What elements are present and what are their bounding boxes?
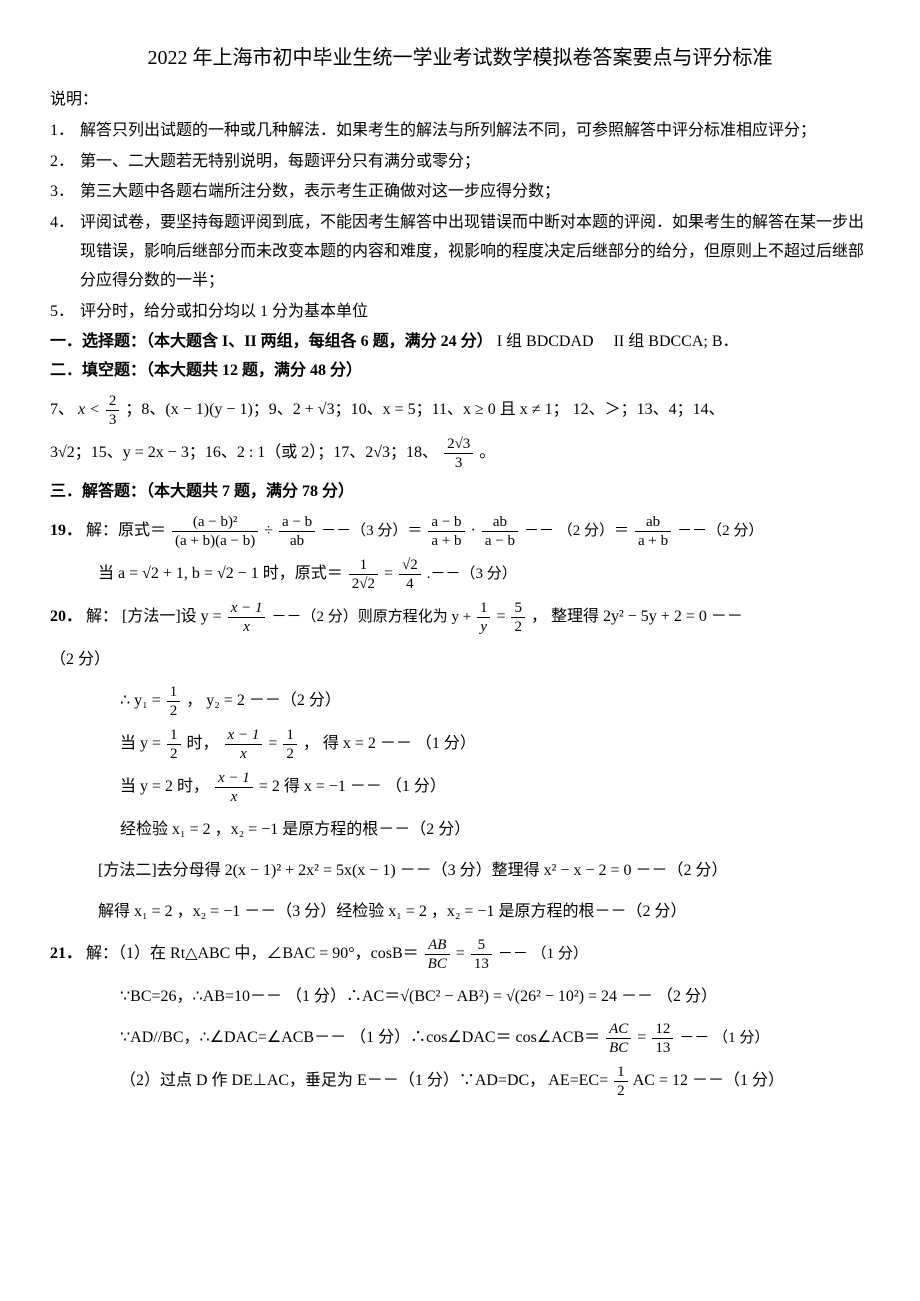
instr-5: 5．评分时，给分或扣分均以 1 分为基本单位 [50,298,870,327]
q20-m1-l4: 当 y = 2 时， x − 1x = 2 得 x = −1 －－ （1 分） [120,769,870,806]
section-3-head: 三．解答题：（本大题共 7 题，满分 78 分） [50,478,870,507]
section-2-head: 二．填空题：（本大题共 12 题，满分 48 分） [50,357,870,386]
q21-l2: ∵BC=26，∴AB=10－－ （1 分）∴AC＝√(BC² − AB²) = … [120,979,870,1014]
instr-4: 4．评阅试卷，要坚持每题评阅到底，不能因考生解答中出现错误而中断对本题的评阅．如… [50,209,870,295]
q20-m1-l5: 经检验 x₁ = 2 ，x₂ = −1 是原方程的根－－（2 分） [120,812,870,847]
q21-l4: （2）过点 D 作 DE⊥AC，垂足为 E－－（1 分）∵AD=DC， AE=E… [120,1063,870,1100]
instr-3: 3．第三大题中各题右端所注分数，表示考生正确做对这一步应得分数； [50,178,870,207]
q20-m1-l3: 当 y = 12 时， x − 1x = 12 ， 得 x = 2 －－ （1 … [120,726,870,763]
fill-line-2: 3√2；15、y = 2x − 3；16、2 : 1（或 2）；17、2√3；1… [50,435,870,472]
instr-1: 1．解答只列出试题的一种或几种解法．如果考生的解法与所列解法不同，可参照解答中评… [50,117,870,146]
section-1-head: 一．选择题：（本大题含 I、II 两组，每组各 6 题，满分 24 分） I 组… [50,328,870,357]
page-title: 2022 年上海市初中毕业生统一学业考试数学模拟卷答案要点与评分标准 [50,40,870,76]
instr-2: 2．第一、二大题若无特别说明，每题评分只有满分或零分； [50,148,870,177]
q21-l1: 21． 解：（1）在 Rt△ABC 中，∠BAC = 90°，cosB＝ ABB… [50,936,870,973]
q20-m1-l1: 20． 解： [方法一]设 y = x − 1x －－（2 分）则原方程化为 y… [50,599,870,636]
explain-label: 说明： [50,86,870,115]
q19: 19． 解：原式＝ (a − b)²(a + b)(a − b) ÷ a − b… [50,513,870,550]
q20-m1-l2: ∴ y₁ = 12 ， y₂ = 2 －－（2 分） [120,683,870,720]
q20-m1-l1b: （2 分） [50,642,870,677]
q19-sub: 当 a = √2 + 1, b = √2 − 1 时，原式＝ 12√2 = √2… [98,556,870,593]
q20-m2-l1: [方法二]去分母得 2(x − 1)² + 2x² = 5x(x − 1) －－… [98,853,870,888]
q21-l3: ∵AD//BC，∴∠DAC=∠ACB－－ （1 分）∴cos∠DAC＝ cos∠… [120,1020,870,1057]
fill-line-1: 7、 x < 23 ；8、(x − 1)(y − 1)；9、2 + √3；10、… [50,392,870,429]
q20-m2-l2: 解得 x₁ = 2 ，x₂ = −1 －－（3 分）经检验 x₁ = 2 ，x₂… [98,894,870,929]
